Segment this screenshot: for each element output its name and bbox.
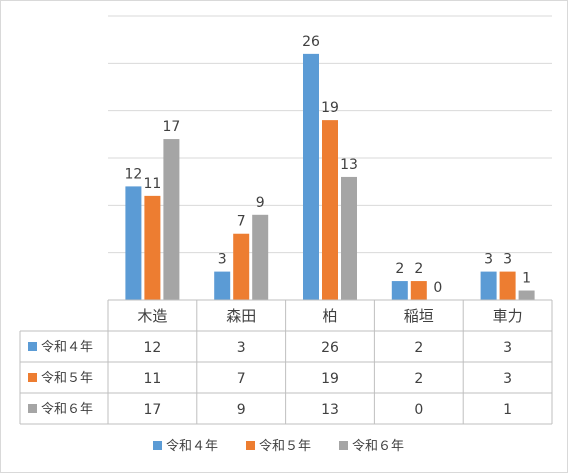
table-value: 2 [414,371,423,387]
data-label: 13 [340,157,358,173]
category-label: 柏 [322,307,337,325]
table-value: 3 [503,340,512,356]
legend-key [153,441,162,450]
data-label: 3 [484,252,493,268]
table-legend-key [28,404,37,413]
legend-key [339,441,348,450]
data-label: 17 [162,119,180,135]
data-label: 3 [503,252,512,268]
bar [341,176,357,300]
legend-label: 令和６年 [352,439,404,454]
bar [303,53,319,300]
data-label: 1 [522,271,531,287]
series-name: 令和６年 [41,402,93,417]
bar [391,281,408,300]
table-value: 13 [321,402,339,418]
bar [480,271,497,300]
category-label: 車力 [493,307,523,325]
table-legend-key [28,373,37,382]
table-value: 1 [503,402,512,418]
data-label: 11 [143,176,161,192]
bar [410,281,427,300]
bar [252,214,269,300]
bar [322,120,338,300]
table-value: 19 [321,371,339,387]
bar [499,271,516,300]
category-label: 木造 [137,307,167,325]
legend-label: 令和４年 [166,439,218,454]
data-label: 26 [302,34,320,50]
bar [518,290,535,300]
table-value: 11 [143,371,161,387]
table-value: 3 [237,340,246,356]
table-value: 7 [237,371,246,387]
legend-label: 令和５年 [259,439,311,454]
data-label: 19 [321,100,339,116]
bar [125,186,142,300]
data-label: 9 [256,195,265,211]
data-label: 2 [414,261,423,277]
table-value: 0 [414,402,423,418]
table-value: 9 [237,402,246,418]
bar [214,271,231,300]
bar [144,195,161,300]
data-label: 7 [237,214,246,230]
table-value: 12 [143,340,161,356]
data-label: 3 [218,252,227,268]
data-label: 12 [124,166,142,182]
table-legend-key [28,342,37,351]
table-value: 2 [414,340,423,356]
legend-key [246,441,255,450]
table-value: 3 [503,371,512,387]
series-name: 令和５年 [41,371,93,386]
bar [163,139,180,300]
series-name: 令和４年 [41,340,93,355]
category-label: 森田 [226,307,256,325]
category-label: 稲垣 [404,307,434,325]
bar [233,233,250,300]
data-label: 2 [395,261,404,277]
data-label: 0 [433,280,442,296]
table-value: 17 [143,402,161,418]
table-value: 26 [321,340,339,356]
